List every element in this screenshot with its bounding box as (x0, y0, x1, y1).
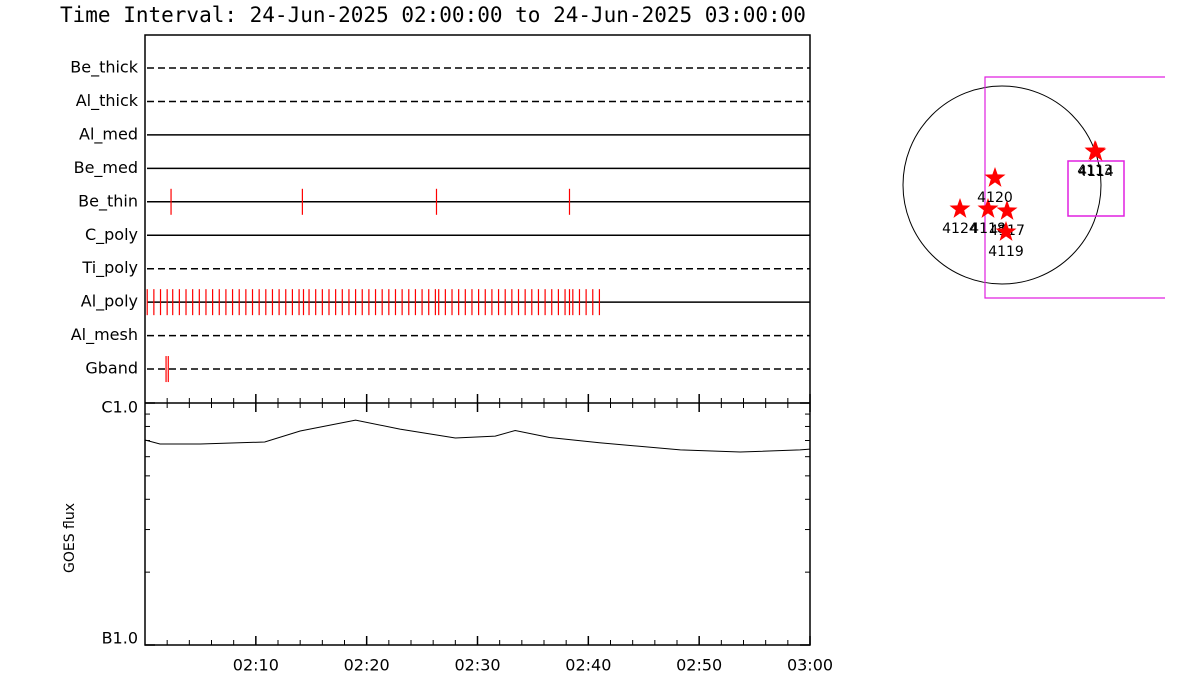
row-label: Al_med (79, 124, 138, 144)
fov-box (984, 76, 1165, 299)
y-tick-label: C1.0 (101, 398, 138, 417)
ar-star (1085, 141, 1107, 161)
row-label: Be_thick (70, 58, 138, 78)
ar-label: 4124 (942, 221, 978, 237)
row-label: Gband (85, 359, 138, 378)
ar-star (984, 167, 1006, 187)
ar-star (949, 198, 971, 218)
row-label: Be_med (74, 158, 138, 178)
plot-frame (144, 34, 811, 646)
x-tick-label: 02:50 (676, 656, 722, 675)
row-label: Be_thin (78, 191, 138, 211)
y-axis-label: GOES flux (62, 503, 78, 573)
x-tick-label: 02:20 (344, 656, 390, 675)
x-tick-label: 03:00 (787, 656, 833, 675)
solar-disk (902, 85, 1102, 285)
ar-label: 4118 (970, 221, 1006, 237)
ar-label: 4114 (1078, 164, 1114, 180)
x-tick-label: 02:10 (233, 656, 279, 675)
x-tick-label: 02:30 (454, 656, 500, 675)
chart-title: Time Interval: 24-Jun-2025 02:00:00 to 2… (60, 3, 806, 27)
ar-star (996, 200, 1018, 220)
fov-box-small (1067, 160, 1125, 217)
row-label: Ti_poly (81, 258, 138, 278)
y-tick-label: B1.0 (102, 629, 138, 648)
row-label: Al_thick (76, 91, 139, 111)
ar-label: 4120 (977, 190, 1013, 206)
x-tick-label: 02:40 (565, 656, 611, 675)
goes-curve (144, 419, 811, 453)
ar-label: 4113 (1077, 163, 1113, 179)
row-label: Al_poly (81, 292, 138, 312)
row-label: C_poly (85, 225, 138, 245)
row-label: Al_mesh (71, 325, 138, 345)
ar-label: 4119 (988, 244, 1024, 260)
ar-star (995, 221, 1017, 241)
ar-star (977, 198, 999, 218)
